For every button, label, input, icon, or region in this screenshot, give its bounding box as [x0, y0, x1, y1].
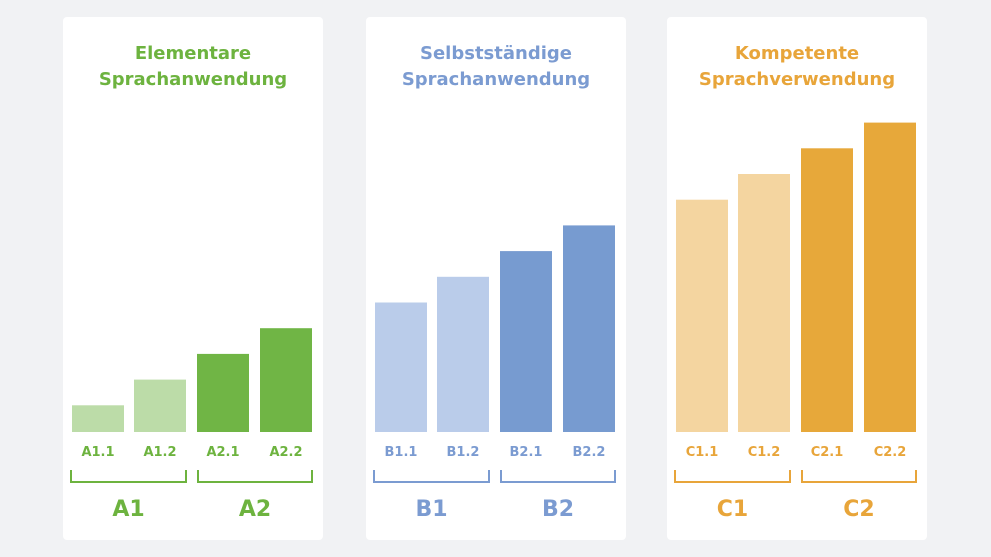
- title-line: Selbstständige: [420, 43, 572, 64]
- chart-svg: B1.1 B1.2 B2.1 B2.2 B1 B2: [373, 225, 616, 522]
- tick-label: B1.1: [385, 445, 418, 460]
- bar-a1-1: [72, 405, 124, 432]
- tick-label: C2.1: [811, 445, 844, 460]
- bar-c1-2: [738, 174, 790, 432]
- bar-c2-1: [801, 148, 853, 433]
- tick-label: B2.1: [510, 445, 543, 460]
- group-bracket: [500, 470, 616, 483]
- tick-label: C2.2: [874, 445, 907, 460]
- group-bracket: [801, 470, 917, 483]
- tick-label: C1.2: [748, 445, 781, 460]
- tick-label: A1.1: [81, 445, 114, 460]
- group-label: B1: [415, 497, 447, 522]
- title-line: Sprachanwendung: [98, 69, 288, 90]
- tick-label: B1.2: [447, 445, 480, 460]
- tick-label: A2.1: [206, 445, 239, 460]
- panel-title: Kompetente Sprachverwendung: [667, 41, 927, 93]
- bar-c2-2: [864, 122, 916, 432]
- tick-label: A2.2: [269, 445, 302, 460]
- chart-svg: A1.1 A1.2 A2.1 A2.2 A1 A2: [70, 328, 313, 522]
- title-line: Elementare: [134, 43, 252, 64]
- bar-a2-2: [260, 328, 312, 432]
- title-line: Sprachverwendung: [698, 69, 896, 90]
- panel-elementary: Elementare Sprachanwendung A1.1 A1.2 A2.1 A…: [63, 17, 323, 540]
- title-line: Kompetente: [734, 43, 860, 64]
- bar-b2-2: [563, 225, 615, 432]
- bar-a2-1: [197, 353, 249, 432]
- group-bracket: [373, 470, 490, 483]
- panel-title: Elementare Sprachanwendung: [63, 41, 323, 93]
- group-label: A2: [239, 497, 271, 522]
- bar-c1-1: [676, 199, 728, 432]
- group-label: C1: [717, 497, 748, 522]
- group-bracket: [674, 470, 791, 483]
- bar-b1-1: [375, 302, 427, 432]
- title-line: Sprachanwendung: [401, 69, 591, 90]
- group-label: C2: [843, 497, 874, 522]
- chart-svg: C1.1 C1.2 C2.1 C2.2 C1 C2: [674, 122, 917, 522]
- panel-proficient: Kompetente Sprachverwendung C1.1 C1.2 C2.1…: [667, 17, 927, 540]
- bar-b2-1: [500, 251, 552, 432]
- panel-independent: Selbstständige Sprachanwendung B1.1 B1.2 B…: [366, 17, 626, 540]
- group-label: A1: [112, 497, 144, 522]
- panel-title: Selbstständige Sprachanwendung: [366, 41, 626, 93]
- bar-b1-2: [437, 276, 489, 432]
- group-bracket: [197, 470, 313, 483]
- tick-label: C1.1: [686, 445, 719, 460]
- group-bracket: [70, 470, 187, 483]
- tick-label: B2.2: [573, 445, 606, 460]
- group-label: B2: [542, 497, 574, 522]
- bar-a1-2: [134, 379, 186, 432]
- tick-label: A1.2: [143, 445, 176, 460]
